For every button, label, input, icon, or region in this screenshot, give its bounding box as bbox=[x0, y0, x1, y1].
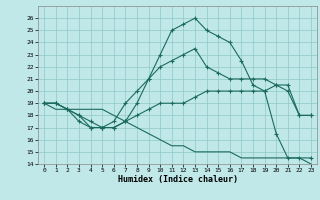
X-axis label: Humidex (Indice chaleur): Humidex (Indice chaleur) bbox=[118, 175, 238, 184]
